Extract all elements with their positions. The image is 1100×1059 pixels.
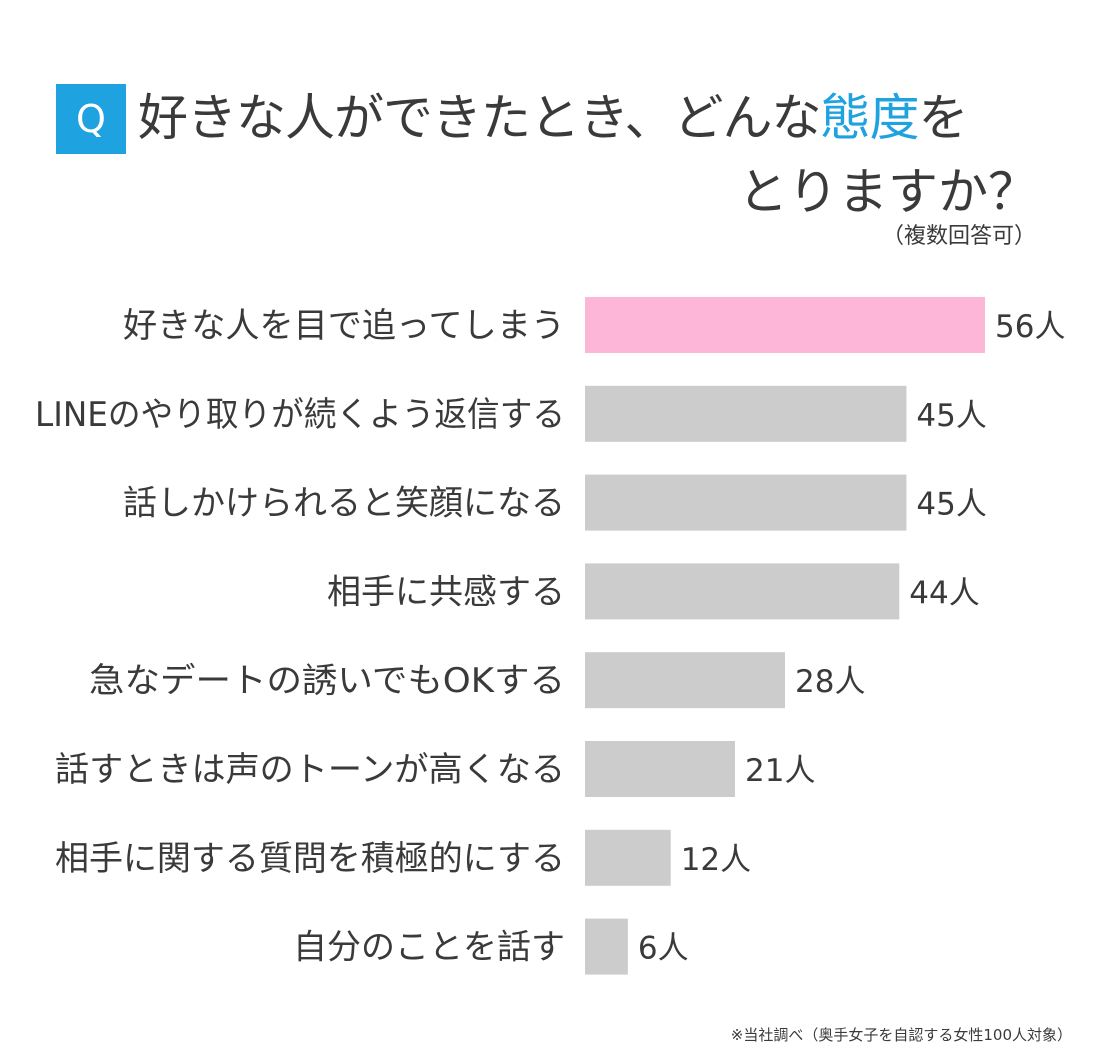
bar (585, 385, 907, 442)
question-title-line2: とりますか？ (738, 163, 1038, 221)
bar (585, 563, 900, 620)
bar (585, 474, 907, 531)
bar (585, 918, 628, 975)
bar-highlight (585, 297, 985, 353)
multiple-answer-note: （複数回答可） (881, 224, 1036, 249)
value-label: 12人 (681, 842, 751, 878)
value-label: 45人 (916, 487, 986, 523)
category-label: LINEのやり取りが続くよう返信する (35, 395, 565, 435)
title-text-post: を (918, 89, 969, 147)
category-label: 相手に関する質問を積極的にする (55, 839, 565, 879)
title-accent-word: 態度 (820, 89, 920, 147)
category-label: 自分のことを話す (293, 928, 565, 968)
value-label: 45人 (916, 398, 986, 434)
category-label: 話すときは声のトーンが高くなる (55, 750, 565, 790)
value-label: 6人 (638, 931, 689, 967)
bar (585, 829, 671, 886)
value-label: 21人 (745, 753, 815, 789)
category-label: 好きな人を目で追ってしまう (123, 306, 565, 346)
bar (585, 652, 785, 709)
title-text-pre: 好きな人ができたとき、どんな (138, 89, 821, 147)
value-label: 56人 (995, 309, 1065, 345)
bar (585, 741, 735, 797)
value-label: 44人 (909, 575, 979, 611)
category-label: 急なデートの誘いでもOKする (89, 661, 565, 701)
value-label: 28人 (795, 664, 865, 700)
category-label: 話しかけられると笑顔になる (123, 484, 565, 524)
survey-footnote: ※当社調べ（奥手女子を自認する女性100人対象） (730, 1026, 1072, 1044)
question-badge: Q (56, 84, 126, 154)
category-label: 相手に共感する (327, 572, 565, 612)
question-title-line1: 好きな人ができたとき、どんな態度を (138, 88, 969, 148)
